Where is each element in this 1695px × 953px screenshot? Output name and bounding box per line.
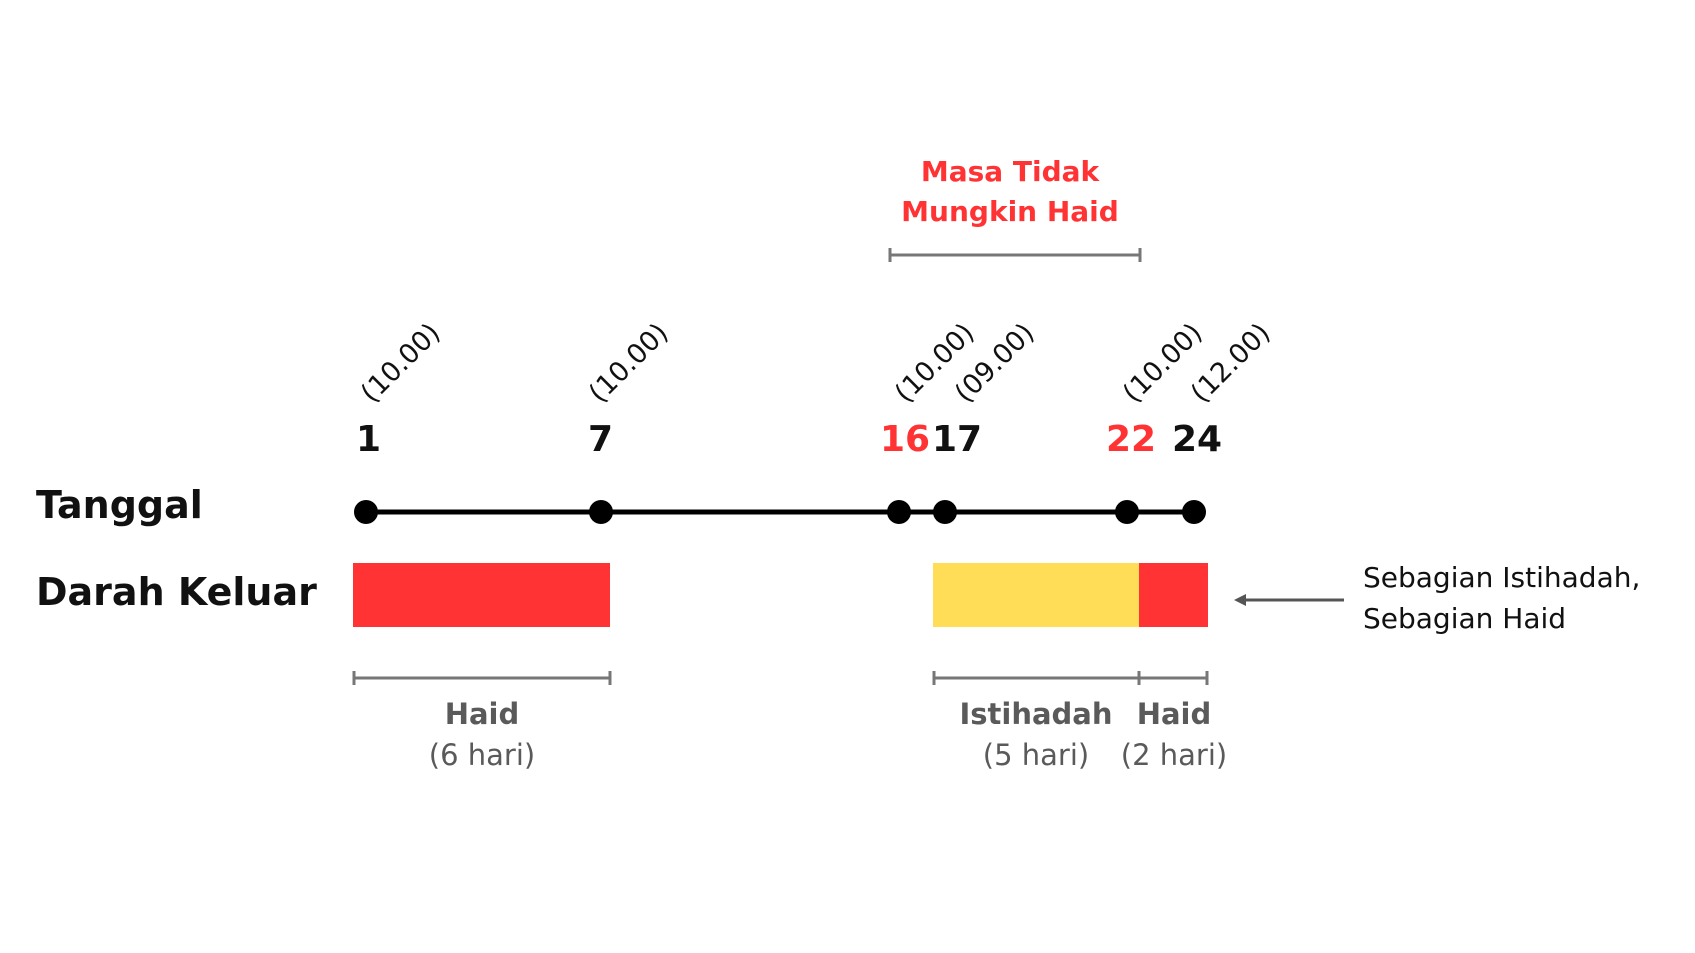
date-timeline: [354, 500, 1206, 524]
date-numbers: 1 7 16 17 22 24: [356, 419, 1222, 460]
masa-bracket: [888, 248, 1142, 262]
date-number-24: 24: [1172, 419, 1222, 460]
span-brackets: [352, 671, 1209, 685]
row-label-darah-keluar: Darah Keluar: [36, 570, 317, 614]
span-duration-haid-second: (2 hari): [1121, 738, 1227, 772]
row-label-tanggal: Tanggal: [36, 483, 203, 527]
masa-tidak-mungkin-haid: Masa Tidak Mungkin Haid: [888, 155, 1142, 262]
span-duration-istihadah: (5 hari): [983, 738, 1089, 772]
date-number-17: 17: [932, 419, 982, 460]
arrow-left-icon: [1234, 594, 1344, 606]
date-number-1: 1: [356, 419, 381, 460]
date-point-16: [887, 500, 911, 524]
bar-haid-first: [353, 563, 610, 627]
arrow-head: [1234, 594, 1246, 606]
span-title-haid-first: Haid: [445, 697, 520, 731]
time-label-1: (10.00): [355, 317, 446, 408]
date-point-17: [933, 500, 957, 524]
date-point-1: [354, 500, 378, 524]
span-labels: Haid (6 hari) Istihadah (5 hari) Haid (2…: [429, 697, 1227, 772]
note: Sebagian Istihadah, Sebagian Haid: [1234, 561, 1640, 635]
date-number-16: 16: [880, 419, 930, 460]
masa-label-line2: Mungkin Haid: [901, 195, 1119, 228]
span-duration-haid-first: (6 hari): [429, 738, 535, 772]
time-label-7: (10.00): [583, 317, 674, 408]
note-line2: Sebagian Haid: [1363, 602, 1566, 635]
date-number-22: 22: [1106, 419, 1156, 460]
bracket-istihadah-haid: [932, 671, 1209, 685]
time-labels: (10.00) (10.00) (10.00) (09.00) (10.00) …: [355, 317, 1276, 408]
note-line1: Sebagian Istihadah,: [1363, 561, 1640, 594]
span-title-haid-second: Haid: [1137, 697, 1212, 731]
date-number-7: 7: [588, 419, 613, 460]
darah-keluar-bars: [353, 563, 1208, 627]
masa-label-line1: Masa Tidak: [921, 155, 1101, 188]
bracket-haid-first: [352, 671, 612, 685]
bar-istihadah: [933, 563, 1139, 627]
date-point-22: [1115, 500, 1139, 524]
date-point-7: [589, 500, 613, 524]
span-title-istihadah: Istihadah: [959, 697, 1112, 731]
date-point-24: [1182, 500, 1206, 524]
bar-haid-second: [1139, 563, 1208, 627]
